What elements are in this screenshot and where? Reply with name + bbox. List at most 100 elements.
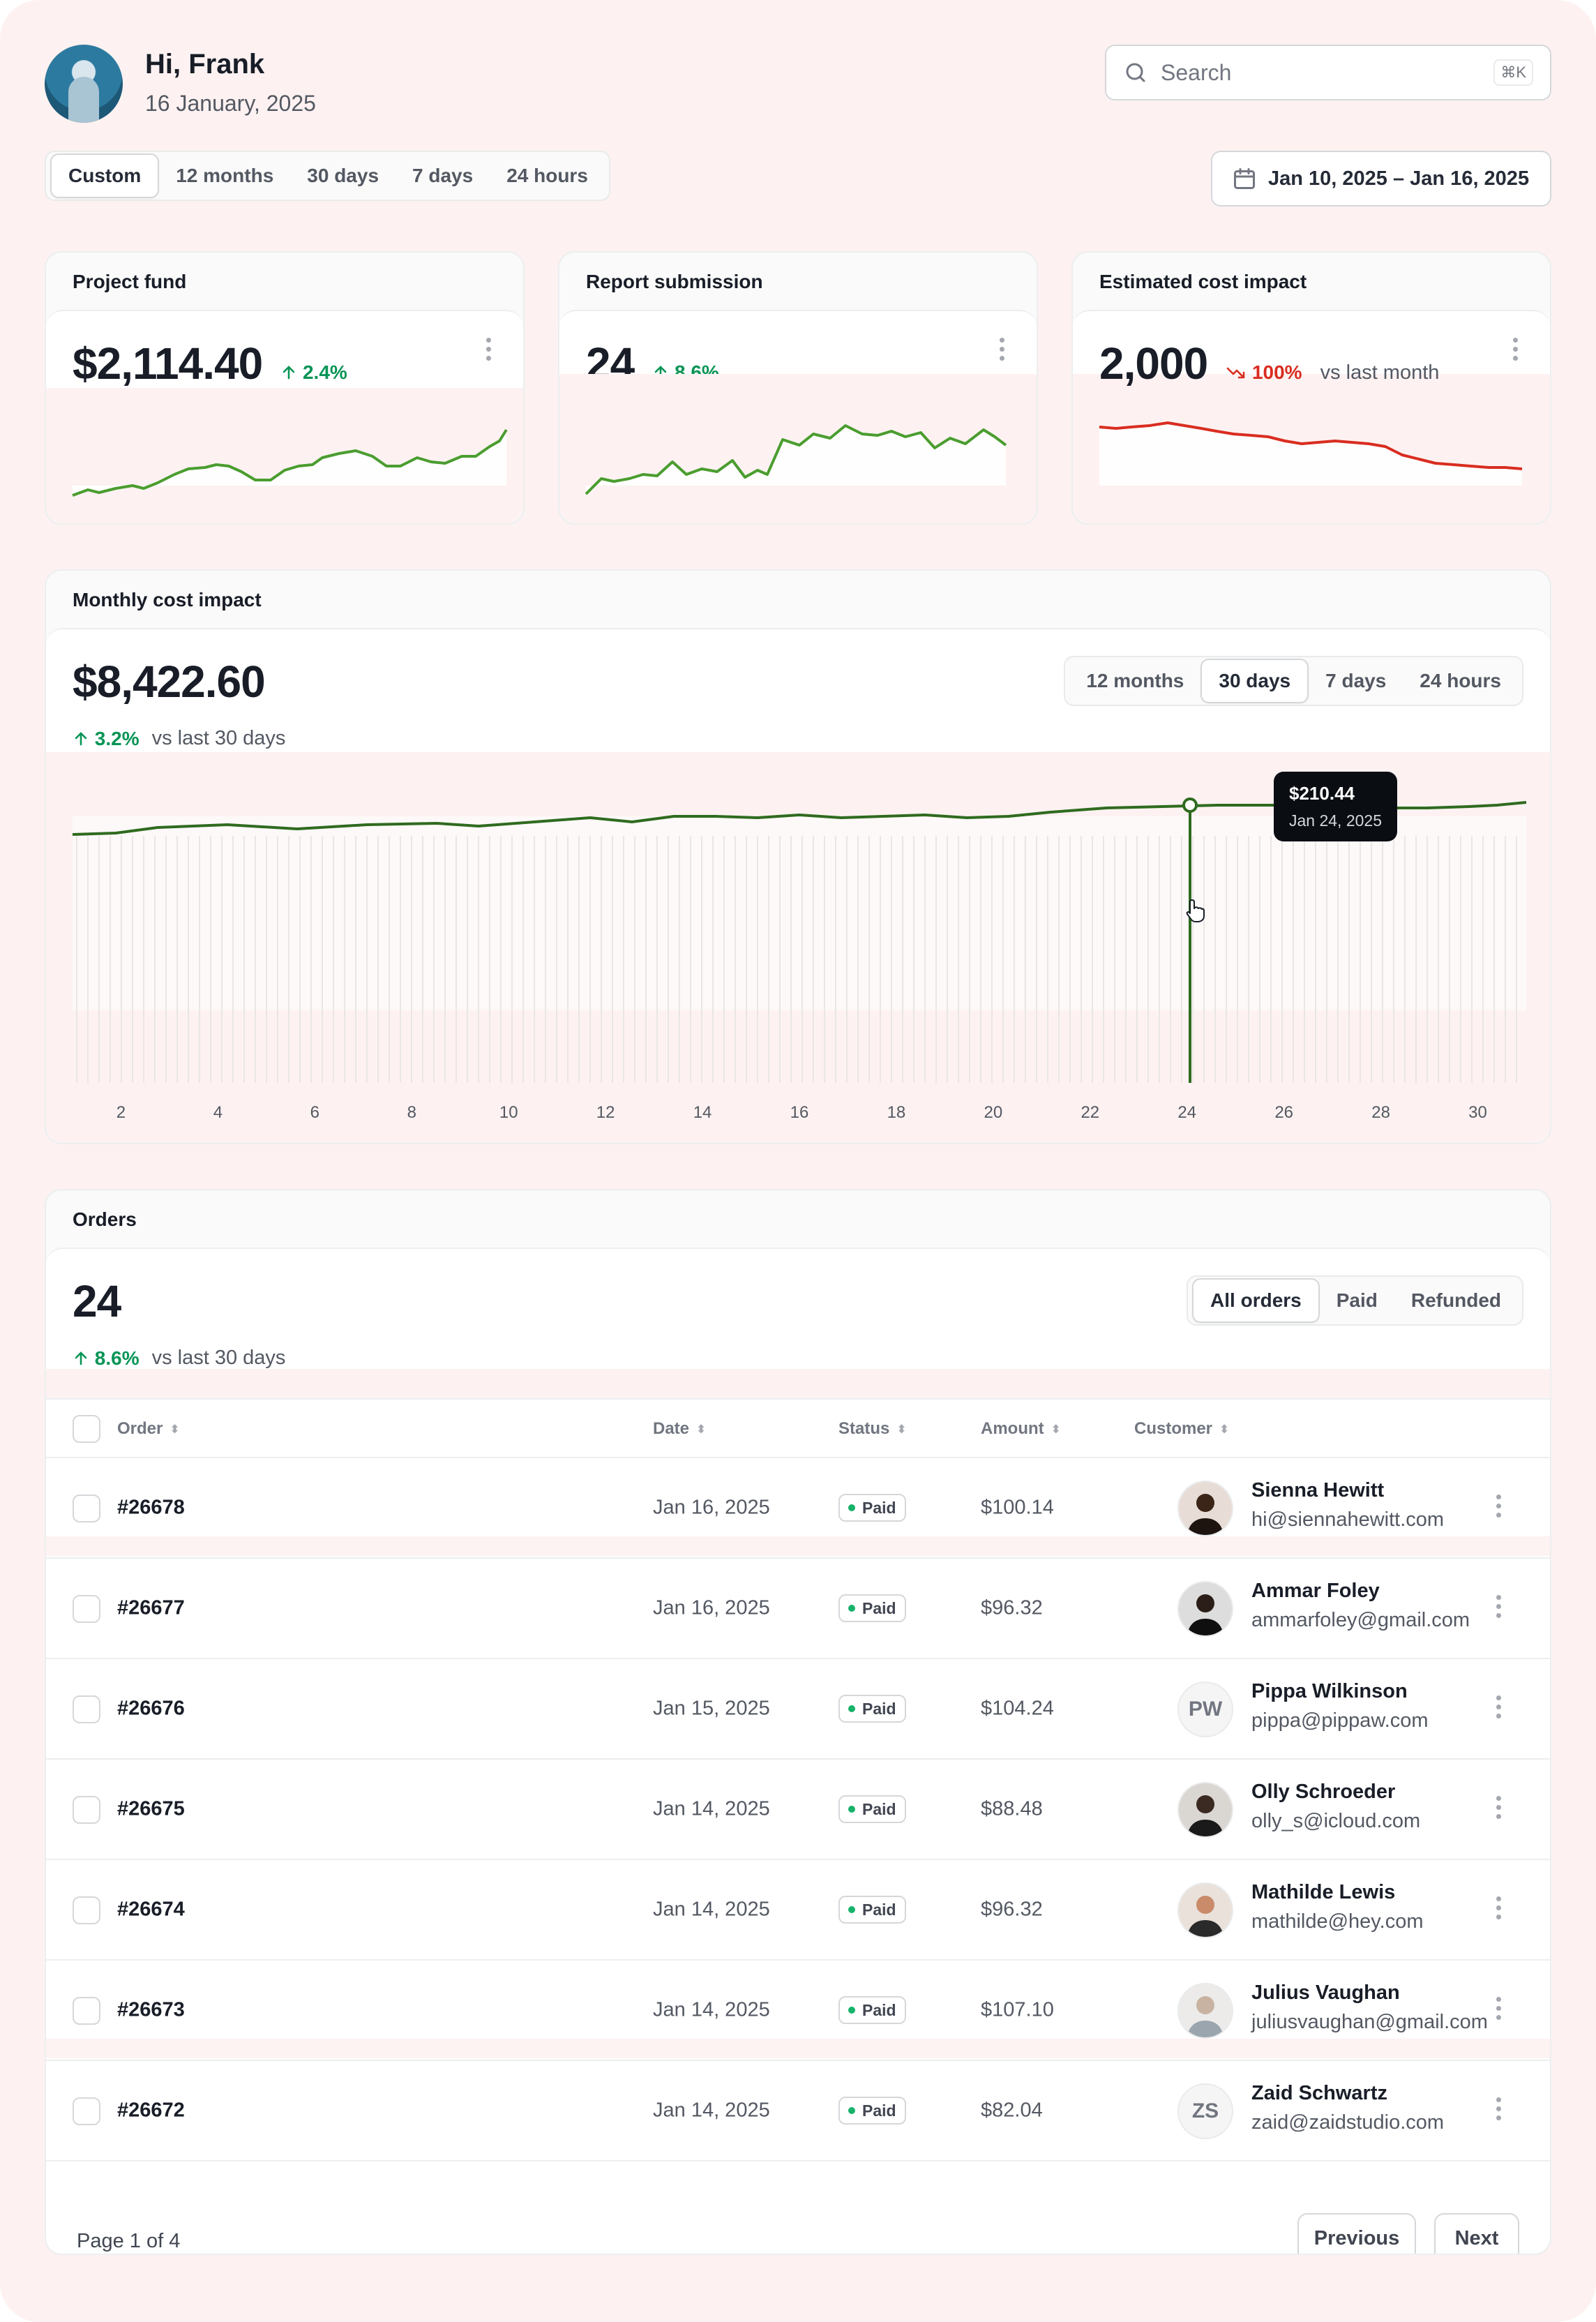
row-checkbox[interactable] xyxy=(73,2097,100,2125)
calendar-icon xyxy=(1234,168,1255,189)
table-row[interactable]: #26674 Jan 14, 2025 Paid $96.32 Mathilde Lew… xyxy=(46,1860,1550,1961)
user-avatar[interactable] xyxy=(45,45,123,123)
arrow-up-icon xyxy=(283,366,295,380)
period-option-12-months[interactable]: 12 months xyxy=(176,165,274,186)
date-range-button[interactable]: Jan 10, 2025 – Jan 16, 2025 xyxy=(1211,151,1551,207)
more-options-icon[interactable] xyxy=(998,338,1006,366)
monthly-delta: 3.2% xyxy=(73,728,140,750)
order-date: Jan 14, 2025 xyxy=(653,1898,770,1921)
filter-refunded[interactable]: Refunded xyxy=(1410,1289,1501,1311)
column-customer[interactable]: Customer ⬍ xyxy=(1134,1419,1230,1438)
greeting: Hi, Frank xyxy=(145,49,265,80)
status-badge: Paid xyxy=(838,1695,906,1723)
row-checkbox[interactable] xyxy=(73,1997,100,2025)
order-id[interactable]: #26674 xyxy=(117,1898,185,1921)
x-tick-label: 28 xyxy=(1371,1103,1390,1122)
monthly-title: Monthly cost impact xyxy=(73,589,262,611)
customer-avatar xyxy=(1177,1481,1233,1536)
orders-table-header: Order ⬍ Date ⬍ Status ⬍ Amount ⬍ Customer ⬍ xyxy=(46,1398,1550,1458)
more-options-icon[interactable] xyxy=(1494,1595,1503,1623)
x-tick-label: 24 xyxy=(1177,1103,1196,1122)
monthly-cost-card: Monthly cost impact $8,422.60 3.2% vs la… xyxy=(45,569,1551,1144)
filter-paid[interactable]: Paid xyxy=(1336,1289,1378,1311)
order-amount: $96.32 xyxy=(981,1596,1043,1619)
more-options-icon[interactable] xyxy=(1494,1695,1503,1723)
range-option-12-months[interactable]: 12 months xyxy=(1086,670,1184,691)
customer-name: Sienna Hewitt xyxy=(1251,1479,1385,1501)
orders-delta-row: 8.6% vs last 30 days xyxy=(73,1347,285,1370)
order-amount: $107.10 xyxy=(981,1998,1054,2021)
monthly-line-chart[interactable]: 2 4 6 8 10 12 14 16 18 20 22 24 26 28 30 xyxy=(46,629,1550,1143)
search-shortcut: ⌘K xyxy=(1493,59,1533,86)
order-id[interactable]: #26676 xyxy=(117,1697,185,1720)
chevron-selector-icon: ⬍ xyxy=(896,1423,907,1437)
range-option-24-hours[interactable]: 24 hours xyxy=(1420,670,1501,691)
customer-email: juliusvaughan@gmail.com xyxy=(1251,2011,1488,2033)
row-checkbox[interactable] xyxy=(73,1695,100,1723)
customer-name: Julius Vaughan xyxy=(1251,1982,1400,2004)
chevron-selector-icon: ⬍ xyxy=(696,1423,707,1437)
more-options-icon[interactable] xyxy=(1511,338,1519,366)
row-checkbox[interactable] xyxy=(73,1896,100,1924)
search-input[interactable]: Search ⌘K xyxy=(1105,45,1551,100)
customer-email: olly_s@icloud.com xyxy=(1251,1810,1421,1832)
more-options-icon[interactable] xyxy=(1494,1997,1503,2025)
status-dot-icon xyxy=(848,2107,855,2114)
metric-title: Project fund xyxy=(73,271,187,292)
customer-avatar: ZS xyxy=(1177,2083,1233,2139)
table-row[interactable]: #26676 Jan 15, 2025 Paid $104.24 PW Pippa Wil… xyxy=(46,1659,1550,1760)
monthly-delta-row: 3.2% vs last 30 days xyxy=(73,727,285,750)
column-date[interactable]: Date ⬍ xyxy=(653,1419,707,1438)
table-row[interactable]: #26675 Jan 14, 2025 Paid $88.48 Olly Schroed… xyxy=(46,1760,1550,1860)
more-options-icon[interactable] xyxy=(484,338,492,366)
order-date: Jan 16, 2025 xyxy=(653,1596,770,1619)
customer-name: Olly Schroeder xyxy=(1251,1781,1396,1803)
customer-avatar xyxy=(1177,1882,1233,1938)
column-order[interactable]: Order ⬍ xyxy=(117,1419,180,1438)
period-option-custom[interactable]: Custom xyxy=(50,153,160,198)
order-id[interactable]: #26678 xyxy=(117,1496,185,1519)
customer-avatar xyxy=(1177,1581,1233,1637)
chevron-selector-icon: ⬍ xyxy=(170,1423,180,1437)
period-option-30-days[interactable]: 30 days xyxy=(307,165,379,186)
row-checkbox[interactable] xyxy=(73,1495,100,1522)
customer-email: hi@siennahewitt.com xyxy=(1251,1508,1445,1531)
range-option-30-days[interactable]: 30 days xyxy=(1200,659,1309,703)
order-date: Jan 14, 2025 xyxy=(653,1797,770,1820)
x-tick-label: 22 xyxy=(1081,1103,1099,1122)
row-checkbox[interactable] xyxy=(73,1595,100,1623)
order-id[interactable]: #26675 xyxy=(117,1797,185,1820)
period-option-7-days[interactable]: 7 days xyxy=(412,165,474,186)
more-options-icon[interactable] xyxy=(1494,1896,1503,1924)
more-options-icon[interactable] xyxy=(1494,1495,1503,1522)
metric-sparkline xyxy=(46,388,523,523)
metric-note: vs last month xyxy=(1320,361,1440,384)
more-options-icon[interactable] xyxy=(1494,2097,1503,2125)
select-all-checkbox[interactable] xyxy=(73,1415,100,1443)
status-badge: Paid xyxy=(838,1594,906,1622)
customer-avatar xyxy=(1177,1983,1233,2039)
customer-avatar xyxy=(1177,1782,1233,1838)
chevron-selector-icon: ⬍ xyxy=(1219,1423,1230,1437)
status-dot-icon xyxy=(848,1806,855,1813)
previous-button[interactable]: Previous xyxy=(1297,2213,1416,2254)
order-amount: $96.32 xyxy=(981,1898,1043,1921)
column-amount[interactable]: Amount ⬍ xyxy=(981,1419,1061,1438)
table-row[interactable]: #26672 Jan 14, 2025 Paid $82.04 ZS Zaid Schwa… xyxy=(46,2061,1550,2162)
x-tick-label: 4 xyxy=(213,1103,223,1122)
column-status[interactable]: Status ⬍ xyxy=(838,1419,907,1438)
order-id[interactable]: #26673 xyxy=(117,1998,185,2021)
table-row[interactable]: #26677 Jan 16, 2025 Paid $96.32 Ammar Foley a… xyxy=(46,1559,1550,1659)
next-button[interactable]: Next xyxy=(1434,2213,1519,2254)
order-id[interactable]: #26677 xyxy=(117,1596,185,1619)
period-option-24-hours[interactable]: 24 hours xyxy=(506,165,588,186)
x-tick-label: 26 xyxy=(1274,1103,1293,1122)
range-option-7-days[interactable]: 7 days xyxy=(1325,670,1387,691)
row-checkbox[interactable] xyxy=(73,1796,100,1824)
status-dot-icon xyxy=(848,1705,855,1712)
order-id[interactable]: #26672 xyxy=(117,2099,185,2122)
filter-all-orders[interactable]: All orders xyxy=(1192,1278,1320,1323)
more-options-icon[interactable] xyxy=(1494,1796,1503,1824)
x-tick-label: 8 xyxy=(407,1103,416,1122)
x-tick-label: 6 xyxy=(310,1103,319,1122)
